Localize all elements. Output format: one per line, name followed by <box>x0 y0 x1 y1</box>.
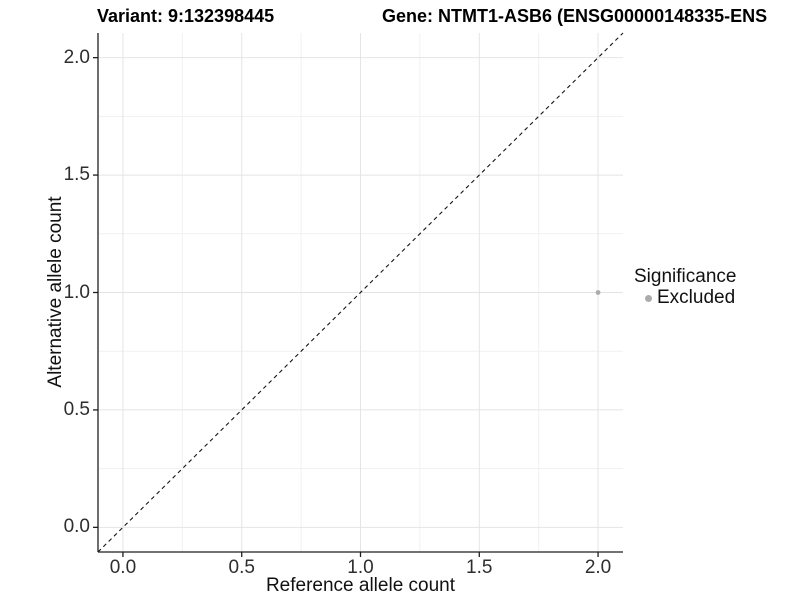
legend-key-point-icon <box>645 294 652 302</box>
x-tick-label: 0.5 <box>228 557 255 578</box>
legend-item-excluded: Excluded <box>634 287 736 309</box>
legend-title: Significance <box>634 266 737 287</box>
x-tick-label: 0.0 <box>109 557 137 578</box>
y-tick-label: 1.5 <box>63 164 90 186</box>
x-tick-label: 2.0 <box>584 557 612 578</box>
plot-title-gene: Gene: NTMT1-ASB6 (ENSG00000148335-ENS <box>382 6 768 26</box>
identity-dashed-line <box>97 32 624 553</box>
y-tick-label: 0.0 <box>63 516 90 538</box>
x-axis-title: Reference allele count <box>265 575 456 596</box>
x-tick-label: 1.5 <box>466 557 493 578</box>
legend-item-label: Excluded <box>657 287 736 308</box>
y-tick-label: 2.0 <box>63 46 90 68</box>
y-tick-label: 0.5 <box>63 398 90 420</box>
y-tick-label: 1.0 <box>63 281 90 303</box>
legend: Significance Excluded <box>634 266 736 309</box>
plot-title-variant: Variant: 9:132398445 <box>97 6 275 26</box>
x-tick-label: 1.0 <box>347 557 374 578</box>
data-point-excluded <box>595 290 601 295</box>
